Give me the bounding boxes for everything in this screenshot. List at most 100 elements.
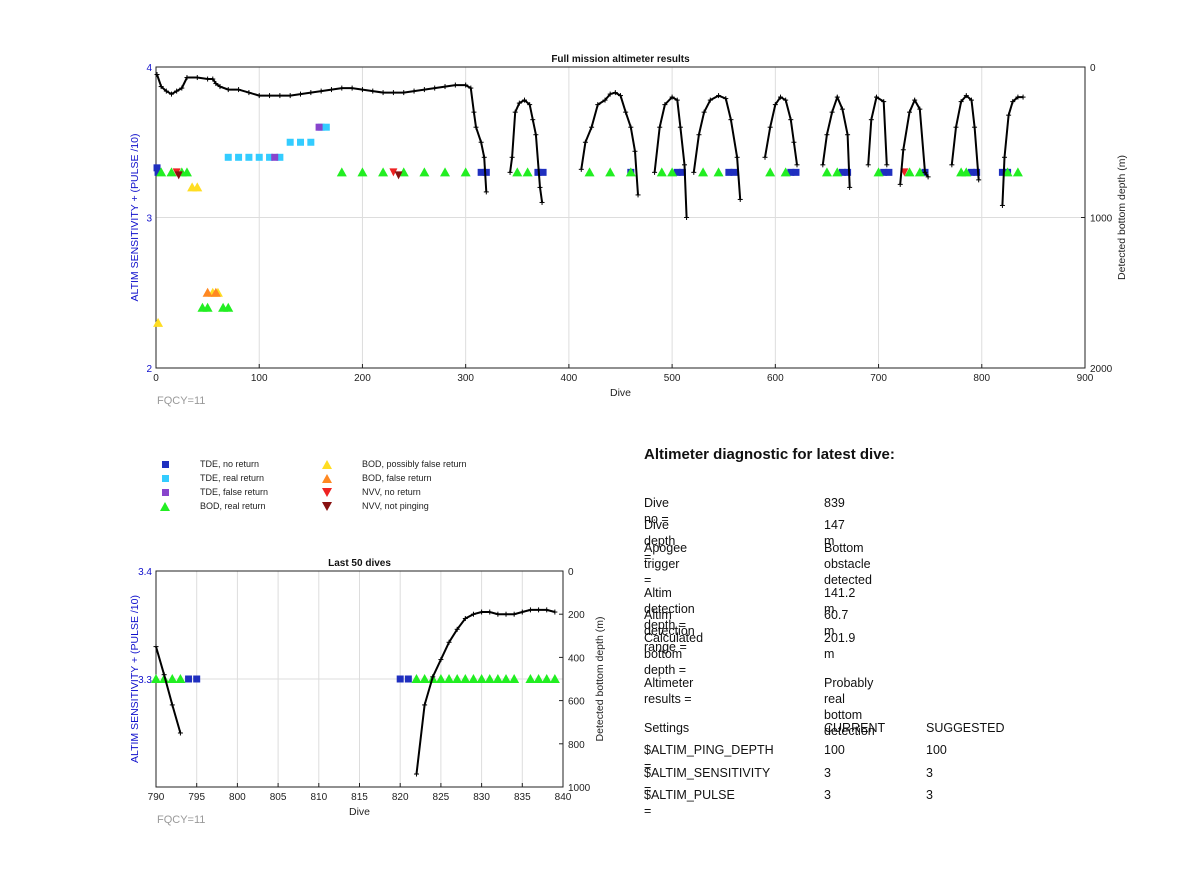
marker-bod-real-return xyxy=(398,167,409,177)
marker-bod-real-return xyxy=(419,167,430,177)
legend-label: TDE, real return xyxy=(200,473,265,483)
current-header: CURRENT xyxy=(824,721,886,735)
x-tick-label: 200 xyxy=(354,373,371,384)
altim-detection-range-label: Altim detection range = xyxy=(644,608,695,654)
marker-bod-false-return xyxy=(210,287,221,297)
marker-bod-real-return xyxy=(961,167,972,177)
altim-detection-depth-label: Altim detection depth = xyxy=(644,586,695,632)
marker-tde-real-return xyxy=(245,153,253,161)
marker-bod-real-return xyxy=(533,674,544,683)
marker-nvv-not-pinging xyxy=(394,171,403,180)
marker-tde-no-return xyxy=(193,675,201,683)
marker-bod-real-return xyxy=(468,674,479,683)
plot-area: 790 795 800 805 810 815 820 825 830 835 840 3.3 3.4 0… xyxy=(138,567,591,803)
marker-bod-real-return xyxy=(832,167,843,177)
sensitivity-suggested: 3 xyxy=(926,766,933,780)
legend-marker-icon xyxy=(322,474,332,483)
legend-marker-icon xyxy=(322,502,332,511)
marker-tde-no-return xyxy=(477,168,485,176)
marker-bod-real-return xyxy=(159,674,170,683)
marker-tde-no-return xyxy=(185,675,193,683)
calculated-bottom-value: 201.9 m xyxy=(824,631,856,661)
y-tick-label: 4 xyxy=(146,63,152,74)
x-tick-label: 100 xyxy=(251,373,268,384)
x-tick-label: 805 xyxy=(270,792,287,803)
marker-tde-no-return xyxy=(787,168,795,176)
apogee-label: Apogee trigger = xyxy=(644,541,688,587)
marker-bod-real-return xyxy=(765,167,776,177)
legend-marker-icon xyxy=(162,489,169,496)
bottom-depth-line xyxy=(764,95,798,165)
dive-depth-label: Dive depth = xyxy=(644,518,676,564)
marker-nvv-not-pinging xyxy=(174,171,183,180)
altimeter-results-label: Altimeter results = xyxy=(644,676,694,706)
marker-tde-no-return xyxy=(885,168,893,176)
dive-no-value: 839 xyxy=(824,496,845,510)
marker-bod-real-return xyxy=(440,167,451,177)
marker-bod-real-return xyxy=(419,674,430,683)
x-tick-label: 300 xyxy=(457,373,474,384)
marker-bod-real-return xyxy=(167,674,178,683)
legend-label: NVV, not pinging xyxy=(362,501,429,511)
y-right-tick-label: 800 xyxy=(568,740,585,751)
marker-bod-real-return xyxy=(484,674,495,683)
bottom-depth-line xyxy=(155,646,182,734)
x-axis-label: Dive xyxy=(349,806,370,818)
y-right-tick-label: 1000 xyxy=(568,783,591,794)
settings-label: Settings xyxy=(644,721,690,735)
marker-bod-real-return xyxy=(460,674,471,683)
diagnostic-title: Altimeter diagnostic for latest dive: xyxy=(644,446,895,463)
marker-bod-real-return xyxy=(512,167,523,177)
altimeter-results-value: Probably real bottom detection xyxy=(824,676,875,738)
y-right-tick-label: 0 xyxy=(1090,63,1096,74)
y-axis-label: ALTIM SENSITIVITY + (PULSE /10) xyxy=(129,134,141,302)
x-tick-label: 835 xyxy=(514,792,531,803)
marker-bod-real-return xyxy=(713,167,724,177)
sensitivity-current: 3 xyxy=(824,766,831,780)
legend-label: BOD, possibly false return xyxy=(362,459,467,469)
y-tick-label: 3 xyxy=(146,214,152,225)
calculated-bottom-label: Calculated bottom depth = xyxy=(644,631,704,677)
altim-detection-depth-value: 141.2 m xyxy=(824,586,856,616)
marker-bod-real-return xyxy=(181,167,192,177)
marker-tde-real-return xyxy=(322,123,330,131)
pulse-label: $ALTIM_PULSE = xyxy=(644,788,735,818)
x-tick-label: 815 xyxy=(351,792,368,803)
ping-depth-suggested: 100 xyxy=(926,743,947,757)
x-tick-label: 500 xyxy=(664,373,681,384)
marker-bod-real-return xyxy=(166,167,177,177)
y-right-axis-label: Detected bottom depth (m) xyxy=(594,617,606,742)
marker-tde-no-return xyxy=(482,168,490,176)
marker-tde-no-return xyxy=(673,168,681,176)
x-tick-label: 790 xyxy=(148,792,165,803)
bottom-depth-line xyxy=(1001,96,1024,206)
marker-bod-real-return xyxy=(151,674,161,683)
y-right-tick-label: 200 xyxy=(568,610,585,621)
x-tick-label: 820 xyxy=(392,792,409,803)
marker-bod-real-return xyxy=(492,674,503,683)
marker-bod-real-return xyxy=(175,674,186,683)
marker-bod-real-return xyxy=(625,167,636,177)
marker-bod-real-return xyxy=(667,167,678,177)
marker-tde-real-return xyxy=(224,153,232,161)
marker-bod-real-return xyxy=(821,167,832,177)
legend-label: TDE, false return xyxy=(200,487,269,497)
plot-frame xyxy=(155,66,1086,369)
sensitivity-label: $ALTIM_SENSITIVITY = xyxy=(644,766,770,796)
marker-bod-real-return xyxy=(223,302,234,312)
full-mission-chart: 0 100 200 300 400 500 600 700 800 900 2 3 4 0 1000 2000… xyxy=(129,54,1128,407)
frequency-note: FQCY=11 xyxy=(157,814,205,826)
marker-tde-no-return xyxy=(973,168,981,176)
marker-bod-real-return xyxy=(780,167,791,177)
legend-label: BOD, real return xyxy=(200,501,266,511)
marker-tde-no-return xyxy=(678,168,686,176)
altimeter-diagnostic-panel: Altimeter diagnostic for latest dive: Di… xyxy=(644,446,1164,818)
marker-bod-false-return xyxy=(202,287,213,297)
x-tick-label: 0 xyxy=(153,373,159,384)
ping-depth-current: 100 xyxy=(824,743,845,757)
legend-marker-icon xyxy=(162,475,169,482)
marker-tde-no-return xyxy=(844,168,852,176)
marker-bod-real-return xyxy=(509,674,520,683)
x-tick-label: 830 xyxy=(473,792,490,803)
x-tick-label: 840 xyxy=(555,792,572,803)
